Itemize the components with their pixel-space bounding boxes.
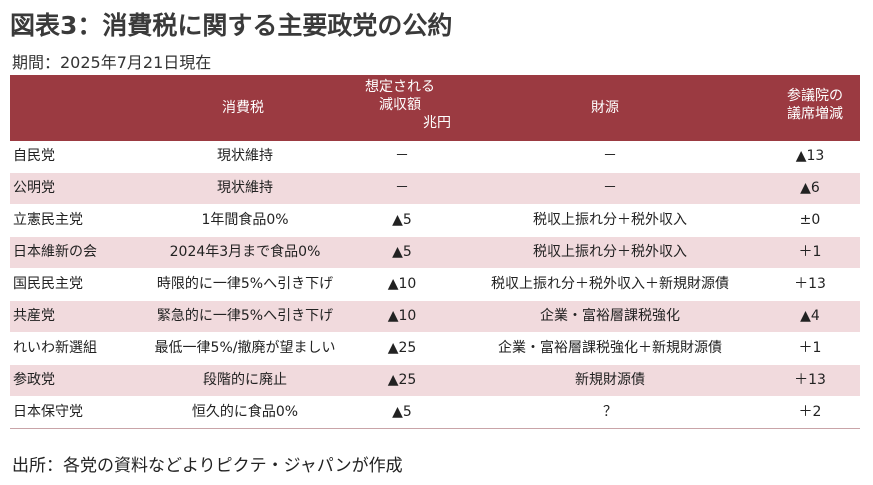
cell-tax: 時限的に一律5%へ引き下げ	[156, 276, 334, 292]
header-revenue-loss: 想定される 減収額 兆円	[355, 78, 451, 132]
header-seats-line2: 議席増減	[787, 106, 843, 122]
cell-seats: ＋13	[794, 372, 826, 388]
cell-party: れいわ新選組	[13, 340, 97, 356]
period-label: 期間：2025年7月21日現在	[12, 53, 212, 72]
table-row: 日本維新の会 2024年3月まで食品0% ▲5 税収上振れ分＋税外収入 ＋1	[10, 237, 860, 269]
cell-revenue-loss: ▲25	[387, 372, 417, 388]
cell-revenue-loss: ▲10	[387, 276, 417, 292]
table-row: れいわ新選組 最低一律5%/撤廃が望ましい ▲25 企業・富裕層課税強化＋新規財源債 ＋…	[10, 333, 860, 365]
cell-revenue-loss: ▲5	[392, 212, 412, 228]
header-revenue-loss-unit: 兆円	[423, 115, 451, 131]
cell-tax: 段階的に廃止	[203, 372, 287, 388]
cell-funding: 新規財源債	[575, 372, 645, 388]
cell-seats: ▲13	[795, 148, 825, 164]
cell-tax: 現状維持	[217, 148, 273, 164]
cell-revenue-loss: ▲10	[387, 308, 417, 324]
cell-funding: 企業・富裕層課税強化＋新規財源債	[498, 340, 722, 356]
cell-party: 立憲民主党	[13, 212, 83, 228]
table-row: 自民党 現状維持 － － ▲13	[10, 141, 860, 173]
cell-tax: 最低一律5%/撤廃が望ましい	[154, 340, 336, 356]
table-row: 国民民主党 時限的に一律5%へ引き下げ ▲10 税収上振れ分＋税外収入＋新規財源債 ＋1…	[10, 269, 860, 301]
cell-party: 参政党	[13, 372, 55, 388]
cell-party: 日本維新の会	[13, 244, 97, 260]
cell-funding: －	[603, 148, 617, 164]
cell-party: 共産党	[13, 308, 55, 324]
cell-tax: 恒久的に食品0%	[191, 404, 299, 420]
cell-funding: ？	[603, 404, 617, 420]
cell-seats: ▲4	[800, 308, 820, 324]
cell-revenue-loss: －	[395, 148, 409, 164]
policy-table: 消費税 想定される 減収額 兆円 財源 参議院の 議席増減 自民党 現状維持－－ ▲…	[10, 75, 860, 429]
cell-seats: ＋1	[798, 340, 822, 356]
cell-party: 日本保守党	[13, 404, 83, 420]
table-row: 共産党 緊急的に一律5%へ引き下げ ▲10 企業・富裕層課税強化 ▲4	[10, 301, 860, 333]
table-row: 参政党 段階的に廃止 ▲25 新規財源債 ＋13	[10, 365, 860, 397]
cell-funding: －	[603, 180, 617, 196]
cell-revenue-loss: ▲5	[392, 404, 412, 420]
table-row: 公明党 現状維持 － － ▲6	[10, 173, 860, 205]
header-revenue-loss-line2: 減収額	[379, 97, 421, 113]
source-note: 出所：各党の資料などよりピクテ・ジャパンが作成	[12, 456, 403, 476]
cell-tax: 現状維持	[217, 180, 273, 196]
table-row: 立憲民主党 1年間食品0% ▲5 税収上振れ分＋税外収入 ±0	[10, 205, 860, 237]
page-title: 図表3：消費税に関する主要政党の公約	[10, 11, 453, 40]
header-revenue-loss-line1: 想定される	[365, 79, 435, 95]
cell-party: 国民民主党	[13, 276, 83, 292]
table-row: 日本保守党 恒久的に食品0% ▲5 ？ ＋2	[10, 397, 860, 429]
cell-party: 公明党	[13, 180, 55, 196]
cell-funding: 税収上振れ分＋税外収入＋新規財源債	[491, 276, 729, 292]
header-seats-line1: 参議院の	[787, 88, 843, 104]
cell-seats: ▲6	[800, 180, 820, 196]
header-funding: 財源	[591, 100, 619, 116]
cell-funding: 税収上振れ分＋税外収入	[533, 244, 687, 260]
cell-funding: 税収上振れ分＋税外収入	[533, 212, 687, 228]
cell-revenue-loss: －	[395, 180, 409, 196]
header-tax: 消費税	[222, 100, 264, 116]
cell-tax: 緊急的に一律5%へ引き下げ	[156, 308, 334, 324]
cell-tax: 2024年3月まで食品0%	[169, 244, 321, 260]
header-seats: 参議院の 議席増減	[770, 87, 860, 123]
cell-revenue-loss: ▲25	[387, 340, 417, 356]
cell-party: 自民党	[13, 148, 55, 164]
cell-tax: 1年間食品0%	[201, 212, 289, 228]
table-header: 消費税 想定される 減収額 兆円 財源 参議院の 議席増減	[10, 75, 860, 141]
cell-revenue-loss: ▲5	[392, 244, 412, 260]
table-body: 自民党 現状維持－－ ▲13 公明党 現状維持－－ ▲6 立憲民主党 1年間食品0% ▲5 税収上…	[10, 141, 860, 429]
cell-seats: ＋13	[794, 276, 826, 292]
cell-seats: ±0	[799, 212, 821, 228]
cell-seats: ＋1	[798, 244, 822, 260]
cell-seats: ＋2	[798, 404, 822, 420]
cell-funding: 企業・富裕層課税強化	[540, 308, 680, 324]
